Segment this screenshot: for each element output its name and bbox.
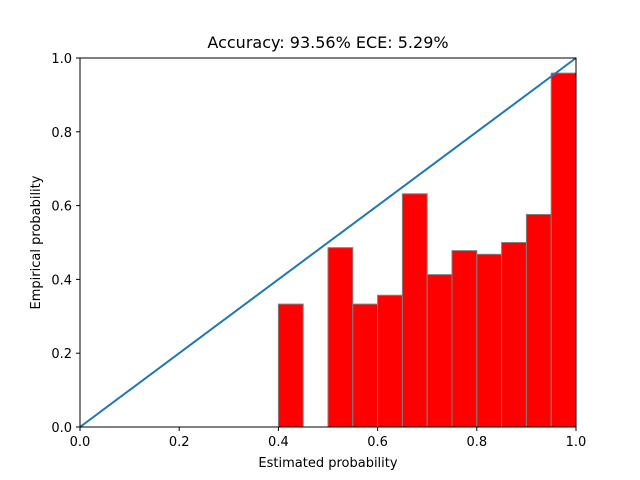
y-tick-label-0: 0.0 [51,421,72,436]
diagonal-reference-line [79,57,577,428]
x-axis-ticks: 0.0 0.2 0.4 0.6 0.8 1.0 [70,427,587,450]
bar-5 [426,274,453,428]
x-tick-label-1: 0.2 [169,435,190,450]
bar-1 [327,247,354,428]
y-tick-label-4: 0.8 [51,126,72,141]
plot-frame [79,57,577,428]
y-tick-label-2: 0.4 [51,273,72,288]
bar-10 [550,72,577,428]
bar-8 [501,242,527,428]
bar-0 [277,303,304,428]
y-axis-label: Empirical probability [29,175,44,309]
x-axis-label: Estimated probability [258,456,397,471]
bar-7 [476,253,503,428]
bar-2 [352,303,379,428]
bar-3 [377,294,403,428]
x-tick-label-2: 0.4 [268,435,289,450]
y-tick-label-5: 1.0 [51,52,72,67]
bar-4 [401,193,428,428]
x-tick-label-5: 1.0 [566,435,587,450]
bar-6 [451,250,478,428]
y-tick-label-3: 0.6 [51,200,72,215]
bars-group [277,72,577,428]
bar-9 [525,213,552,428]
y-axis-ticks: 0.0 0.2 0.4 0.6 0.8 1.0 [51,52,80,436]
y-tick-label-1: 0.2 [51,347,72,362]
x-tick-label-3: 0.6 [367,435,388,450]
chart-title: Accuracy: 93.56% ECE: 5.29% [207,33,448,52]
x-tick-label-0: 0.0 [70,435,91,450]
x-tick-label-4: 0.8 [466,435,487,450]
